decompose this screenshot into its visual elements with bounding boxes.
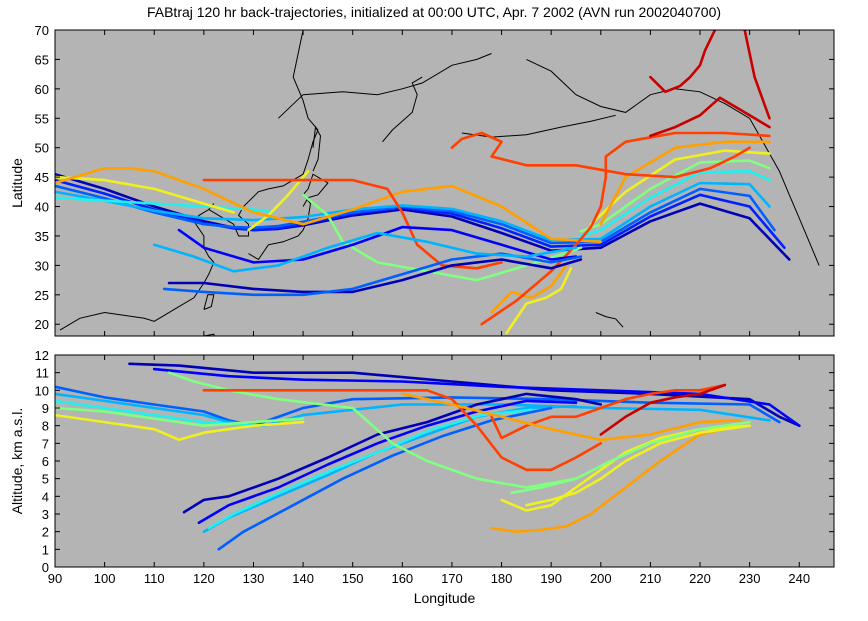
map-trajectory-line-17	[480, 131, 771, 326]
map-trajectory-line-14	[599, 140, 771, 226]
coastline-sakhalin	[312, 125, 322, 172]
map-trajectory-line-6	[579, 169, 771, 238]
alt-ylabel: Altitude, km a.s.l.	[9, 408, 25, 515]
alt-xtick-label: 160	[391, 571, 413, 586]
alt-plot-area	[55, 362, 801, 551]
map-ytick-label: 45	[35, 170, 49, 185]
altitude-panel: 90 100 110 120 130 140 150 160 170 180 190 200 210 22…	[9, 348, 835, 606]
alt-ytick-label: 8	[42, 419, 49, 434]
alt-ytick-label: 1	[42, 542, 49, 557]
map-trajectory-line-21	[649, 30, 717, 94]
alt-trajectory-line-6	[55, 406, 305, 427]
alt-trajectory-line-19	[525, 424, 751, 507]
map-axes-frame	[54, 29, 835, 337]
alt-ytick-label: 12	[35, 348, 49, 363]
map-trajectory-line-15	[490, 264, 568, 314]
map-trajectory-line-8	[579, 159, 771, 233]
alt-xtick-label: 150	[342, 571, 364, 586]
alt-xtick-label: 230	[739, 571, 761, 586]
map-ytick-label: 35	[35, 229, 49, 244]
map-plot-area	[55, 30, 820, 336]
map-trajectory-line-1	[55, 172, 791, 261]
alt-ytick-label: 3	[42, 507, 49, 522]
map-ytick-label: 50	[35, 141, 49, 156]
figure-title: FABtraj 120 hr back-trajectories, initia…	[146, 4, 722, 20]
alt-xtick-label: 110	[144, 571, 165, 586]
map-trajectory-line-13	[55, 167, 603, 244]
alt-xtick-label: 240	[788, 571, 810, 586]
alt-ytick-label: 10	[35, 383, 49, 398]
alt-xtick-label: 90	[48, 571, 62, 586]
alt-ytick-label: 0	[42, 560, 49, 575]
alt-trajectory-line-17	[490, 424, 741, 533]
coastline-kamchatka	[382, 76, 423, 143]
map-ytick-label: 25	[35, 288, 49, 303]
alt-ytick-label: 2	[42, 525, 49, 540]
coastline-taiwan	[203, 294, 215, 310]
map-trajectory-line-22	[177, 225, 578, 264]
alt-trajectory-line-21	[599, 383, 727, 436]
coastline-japan	[248, 173, 329, 261]
map-trajectory-line-20	[743, 30, 771, 120]
map-trajectory-line-16	[202, 178, 503, 270]
map-trajectory-line-18	[450, 131, 751, 179]
coastline-luzon	[203, 333, 215, 336]
alt-xtick-label: 200	[590, 571, 612, 586]
alt-ytick-label: 5	[42, 472, 49, 487]
map-ylabel: Latitude	[9, 158, 25, 208]
map-ytick-label: 65	[35, 52, 49, 67]
alt-xtick-label: 180	[491, 571, 513, 586]
alt-ytick-label: 6	[42, 454, 49, 469]
map-trajectory-line-4	[55, 181, 771, 242]
map-trajectory-line-24	[162, 252, 583, 297]
alt-trajectory-line-7	[55, 413, 305, 442]
alt-xtick-label: 210	[640, 571, 662, 586]
map-trajectory-line-25	[152, 231, 578, 273]
map-trajectory-line-10	[247, 169, 310, 232]
alt-xtick-label: 120	[193, 571, 215, 586]
map-panel: 20 25 30 35 40 45 50 55 60 65 70 Latitude	[9, 23, 835, 337]
alt-xtick-label: 100	[94, 571, 116, 586]
alt-xtick-label: 170	[441, 571, 463, 586]
alt-xtick-label: 190	[540, 571, 562, 586]
alt-trajectory-line-15	[490, 383, 727, 440]
coastline-alaska-coast	[526, 58, 820, 266]
map-trajectory-line-23	[167, 258, 583, 294]
alt-trajectory-line-8	[182, 392, 603, 514]
alt-trajectory-line-14	[202, 389, 603, 472]
map-trajectory-line-19	[649, 96, 771, 138]
alt-xtick-label: 130	[243, 571, 265, 586]
alt-trajectory-line-11	[207, 408, 533, 530]
map-trajectory-line-3	[55, 184, 776, 245]
coastline-okhotsk-north	[277, 53, 492, 119]
map-ytick-label: 30	[35, 258, 49, 273]
alt-xtick-label: 140	[292, 571, 314, 586]
map-ytick-label: 60	[35, 82, 49, 97]
alt-ytick-label: 9	[42, 401, 49, 416]
alt-trajectory-line-13	[167, 371, 578, 489]
map-trajectory-line-12	[505, 267, 573, 335]
map-trajectory-line-9	[55, 175, 235, 214]
map-ytick-label: 40	[35, 200, 49, 215]
alt-ytick-label: 11	[36, 366, 50, 381]
map-trajectory-line-11	[589, 149, 771, 226]
alt-ytick-label: 4	[42, 489, 49, 504]
map-ytick-label: 55	[35, 111, 49, 126]
alt-trajectory-line-2	[152, 367, 801, 427]
alt-trajectory-line-9	[197, 399, 578, 525]
alt-trajectory-line-20	[510, 420, 751, 495]
map-ytick-label: 70	[35, 23, 49, 38]
alt-xlabel: Longitude	[414, 590, 476, 606]
alt-ytick-label: 7	[42, 436, 49, 451]
coastline-hawaii	[595, 312, 624, 328]
alt-trajectory-line-16	[401, 392, 741, 442]
alt-trajectory-line-12	[217, 406, 553, 551]
alt-xtick-label: 220	[689, 571, 711, 586]
map-trajectory-line-5	[55, 196, 275, 214]
map-ytick-label: 20	[35, 317, 49, 332]
